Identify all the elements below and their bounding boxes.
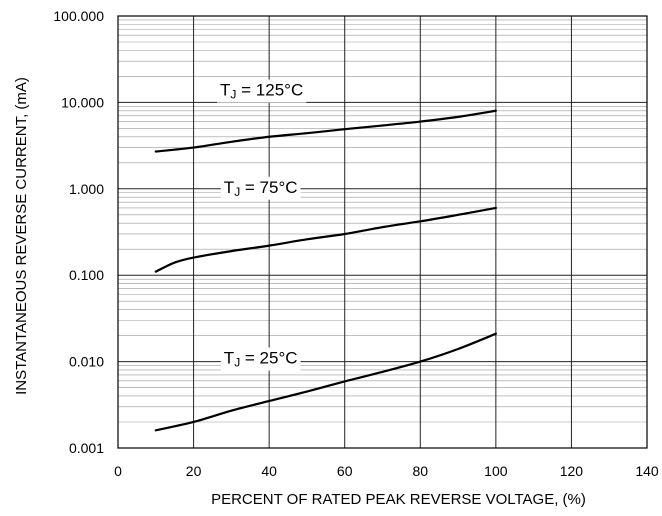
series-label-rest: = 25°C bbox=[240, 349, 297, 368]
series-annotations: TJ = 125°CTJ = 75°CTJ = 25°C bbox=[217, 79, 307, 371]
series-label-rest: = 125°C bbox=[236, 81, 303, 100]
series-label: TJ = 75°C bbox=[224, 178, 298, 199]
y-tick-label: 100.000 bbox=[53, 8, 104, 24]
series-label-sub: J bbox=[234, 356, 240, 370]
series-line-2 bbox=[154, 332, 497, 432]
plot-frame bbox=[117, 15, 648, 449]
x-tick-label: 0 bbox=[114, 463, 122, 479]
series-label-rest: = 75°C bbox=[240, 178, 297, 197]
y-axis-label: INSTANTANEOUS REVERSE CURRENT, (mA) bbox=[13, 77, 30, 395]
series-label: TJ = 25°C bbox=[224, 349, 298, 370]
series-lines bbox=[154, 109, 497, 432]
y-tick-label: 0.100 bbox=[69, 267, 104, 283]
series-label: TJ = 125°C bbox=[220, 81, 303, 102]
x-tick-label: 80 bbox=[412, 463, 428, 479]
x-tick-label: 120 bbox=[560, 463, 584, 479]
series-label-sub: J bbox=[230, 88, 236, 102]
series-label-main: T bbox=[224, 349, 234, 368]
y-tick-label: 0.001 bbox=[69, 440, 104, 456]
series-label-bg bbox=[220, 347, 301, 371]
x-tick-label: 60 bbox=[337, 463, 353, 479]
y-tick-label: 0.010 bbox=[69, 354, 104, 370]
y-tick-label: 1.000 bbox=[69, 181, 104, 197]
series-label-main: T bbox=[224, 178, 234, 197]
series-label-main: T bbox=[220, 81, 230, 100]
x-tick-label: 20 bbox=[186, 463, 202, 479]
y-tick-labels: 0.001 0.010 0.100 1.000 10.000 100.000 bbox=[53, 8, 104, 456]
series-label-bg bbox=[217, 79, 307, 103]
y-tick-label: 10.000 bbox=[61, 94, 104, 110]
series-line-1 bbox=[154, 206, 497, 273]
minor-gridlines bbox=[118, 19, 647, 423]
series-line-0 bbox=[154, 109, 497, 153]
x-tick-label: 40 bbox=[261, 463, 277, 479]
x-tick-labels: 0 20 40 60 80 100 120 140 bbox=[114, 463, 659, 479]
x-tick-label: 100 bbox=[484, 463, 508, 479]
x-tick-label: 140 bbox=[635, 463, 659, 479]
series-label-bg bbox=[220, 176, 301, 200]
series-label-sub: J bbox=[234, 185, 240, 199]
x-axis-label: PERCENT OF RATED PEAK REVERSE VOLTAGE, (… bbox=[211, 491, 586, 508]
major-gridlines bbox=[118, 16, 647, 448]
